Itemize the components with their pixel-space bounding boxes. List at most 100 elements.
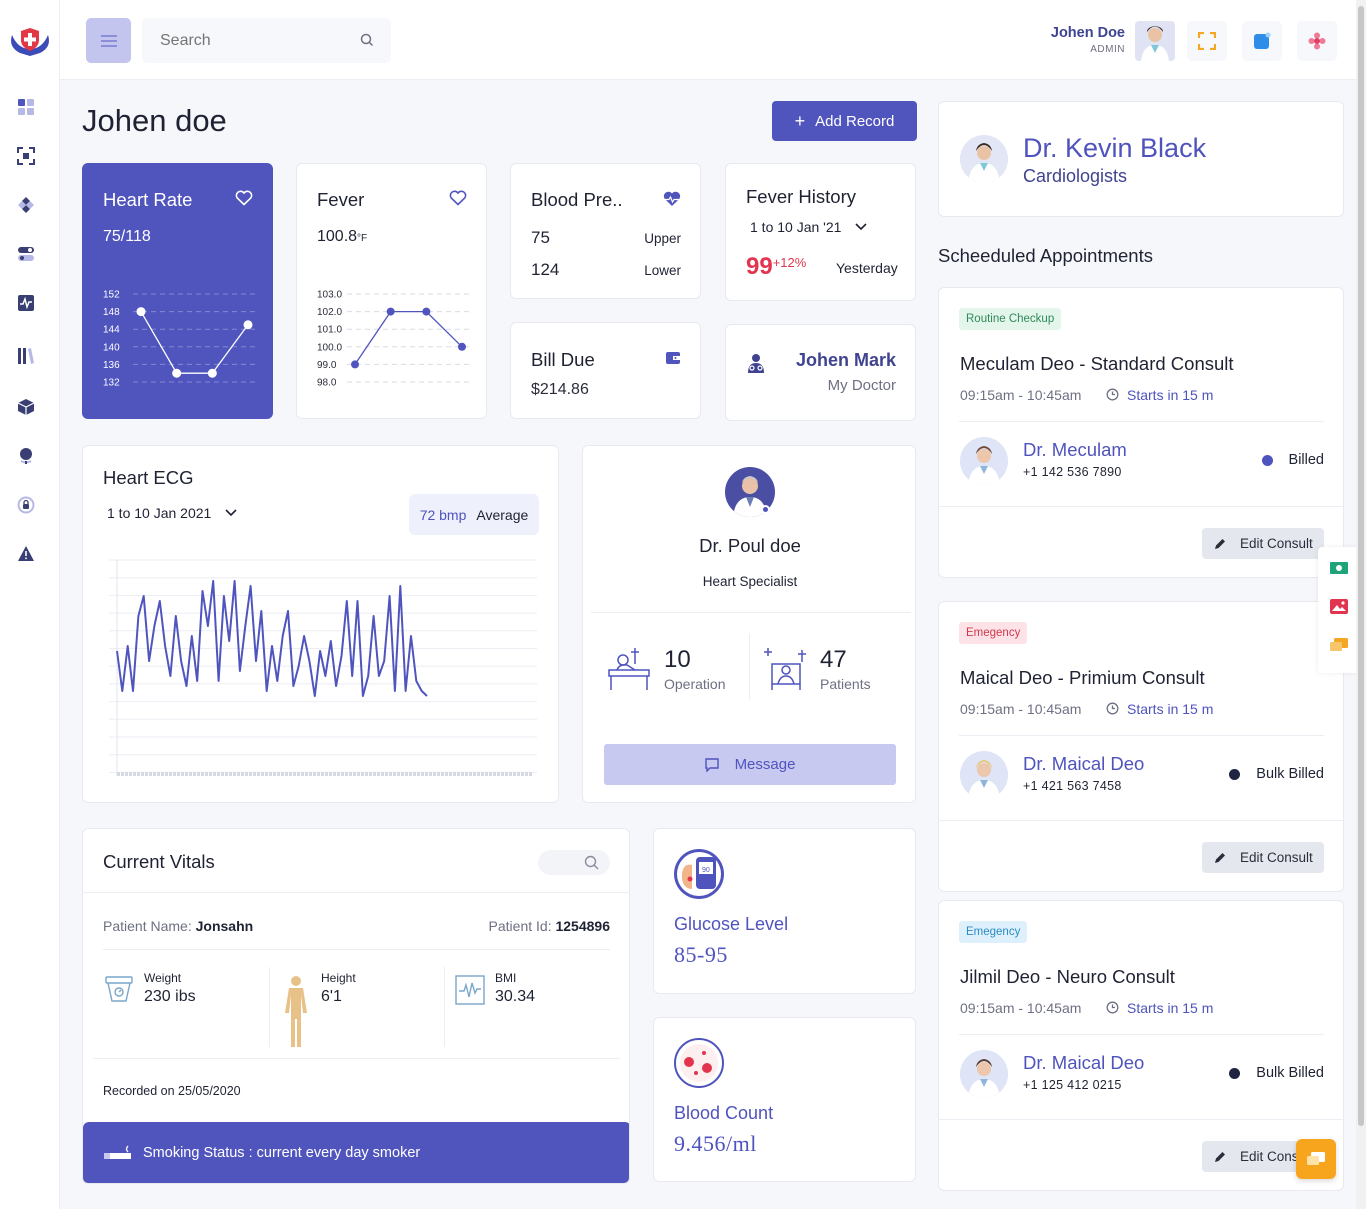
sidebar <box>0 0 60 1209</box>
data-point[interactable] <box>172 368 182 378</box>
blood-pressure-card[interactable]: Blood Pre.. 75 Upper 124 Lower <box>510 163 701 299</box>
hospital-logo-icon[interactable] <box>6 25 54 57</box>
height-label: Height <box>321 971 356 985</box>
search-box[interactable] <box>142 18 391 63</box>
chat-bubbles-icon[interactable] <box>1330 637 1348 653</box>
heart-rate-card[interactable]: Heart Rate 75/118 152 148 144 140 136 132 <box>82 163 273 419</box>
glucose-level-card[interactable]: 90 Glucose Level 85-95 <box>653 828 916 994</box>
edit-consult-label: Edit Consult <box>1240 536 1313 551</box>
blood-count-value: 9.456/ml <box>674 1131 757 1156</box>
edit-consult-button[interactable]: Edit Consult <box>1202 528 1324 559</box>
glucose-title: Glucose Level <box>674 914 789 934</box>
cigarette-icon <box>104 1145 131 1159</box>
page-title: Johen doe <box>82 103 227 138</box>
box-icon[interactable] <box>16 397 36 417</box>
chat-floating-button[interactable] <box>1296 1139 1336 1179</box>
bill-due-title: Bill Due <box>531 349 595 370</box>
data-point[interactable] <box>422 307 431 316</box>
bmi-chart-icon <box>455 975 485 1005</box>
plus-icon: + <box>794 110 806 131</box>
doctor-avatar[interactable] <box>960 1050 1008 1098</box>
apps-diamond-icon[interactable] <box>16 195 36 215</box>
activity-icon[interactable] <box>16 293 36 313</box>
data-point[interactable] <box>351 360 359 369</box>
image-icon[interactable] <box>1330 599 1348 614</box>
library-icon[interactable] <box>16 346 36 366</box>
ecg-range-dropdown[interactable]: 1 to 10 Jan 2021 <box>107 505 237 521</box>
dashboard-icon[interactable] <box>16 97 36 117</box>
pencil-icon <box>1215 1151 1225 1162</box>
patient-name-row: Patient Name: Jonsahn <box>103 918 253 934</box>
blood-count-card[interactable]: Blood Count 9.456/ml <box>653 1017 916 1182</box>
fever-history-card[interactable]: Fever History 1 to 10 Jan '21 99+12% Yes… <box>725 163 916 301</box>
y-tick-label: 140 <box>103 342 120 353</box>
scrollbar-thumb[interactable] <box>1358 6 1364 1126</box>
heart-icon[interactable] <box>449 190 467 206</box>
data-point[interactable] <box>207 368 217 378</box>
scan-icon[interactable] <box>16 146 36 166</box>
user-avatar[interactable] <box>1135 21 1175 61</box>
patient-id-row: Patient Id: 1254896 <box>413 918 610 934</box>
fever-history-range-dropdown[interactable]: 1 to 10 Jan '21 <box>750 219 867 235</box>
user-name: Johen Doe <box>1050 25 1125 41</box>
toggle-icon[interactable] <box>16 244 36 264</box>
bp-lower-label: Lower <box>644 263 681 278</box>
quick-actions-panel <box>1318 547 1358 673</box>
data-point[interactable] <box>136 307 146 317</box>
ecg-chart <box>109 559 537 776</box>
money-icon[interactable] <box>1330 562 1348 574</box>
edit-consult-button[interactable]: Edit Consult <box>1202 842 1324 873</box>
menu-toggle-button[interactable] <box>86 18 131 63</box>
search-icon[interactable] <box>360 33 374 47</box>
weight-value: 230 ibs <box>144 988 196 1005</box>
cardiologist-avatar[interactable] <box>960 135 1008 183</box>
heart-icon[interactable] <box>235 190 253 206</box>
lock-reset-icon[interactable] <box>16 495 36 515</box>
doctor-profile-card: Dr. Poul doe Heart Specialist 10 Operati… <box>582 445 916 803</box>
my-doctor-card[interactable]: Johen Mark My Doctor <box>725 324 916 421</box>
appointment-title: Meculam Deo - Standard Consult <box>960 353 1234 374</box>
fever-card[interactable]: Fever 100.8°F 103.0 102.0 101.0 100.0 99.0 98… <box>296 163 487 419</box>
heart-rate-title: Heart Rate <box>103 189 193 210</box>
doctor-avatar[interactable] <box>960 437 1008 485</box>
vitals-search-box[interactable] <box>538 850 610 875</box>
operations-count: 10 <box>664 646 691 673</box>
doctor-avatar[interactable] <box>960 751 1008 799</box>
data-point[interactable] <box>243 320 253 330</box>
add-record-label: Add Record <box>815 112 895 130</box>
page-scrollbar[interactable] <box>1356 0 1366 1209</box>
bill-due-card[interactable]: Bill Due $214.86 <box>510 322 701 419</box>
search-input[interactable] <box>160 30 350 52</box>
data-point[interactable] <box>458 342 466 351</box>
add-record-button[interactable]: + Add Record <box>772 101 917 141</box>
user-info[interactable]: Johen Doe ADMIN <box>1020 25 1125 55</box>
pencil-icon <box>1215 852 1225 863</box>
globe-icon[interactable] <box>16 446 36 466</box>
chevron-down-icon <box>855 223 867 231</box>
fullscreen-button[interactable] <box>1187 21 1227 61</box>
my-doctor-name: Johen Mark <box>795 350 896 370</box>
divider <box>959 1034 1324 1035</box>
appointment-time: 09:15am - 10:45am <box>960 1000 1082 1016</box>
appointment-doctor-name: Dr. Maical Deo <box>1023 1052 1145 1073</box>
cardiologist-card[interactable]: Dr. Kevin Black Cardiologists <box>938 101 1344 217</box>
doctor-specialty: Heart Specialist <box>702 574 798 589</box>
divider <box>103 949 610 950</box>
user-role: ADMIN <box>1090 44 1125 55</box>
divider <box>591 612 911 613</box>
y-tick-label: 99.0 <box>317 360 337 371</box>
warning-icon[interactable] <box>16 544 36 564</box>
billing-status-label: Billed <box>1288 452 1324 468</box>
fever-value-line: 100.8°F <box>317 228 367 246</box>
message-button[interactable]: Message <box>604 744 896 785</box>
y-tick-label: 144 <box>103 325 120 336</box>
search-icon[interactable] <box>584 855 599 870</box>
heart-pulse-icon <box>663 191 681 206</box>
weight-label: Weight <box>144 971 182 985</box>
appointment-card: Emegency Maical Deo - Primium Consult 09… <box>938 601 1345 892</box>
settings-button[interactable] <box>1297 21 1337 61</box>
appointment-starts: Starts in 15 m <box>1127 701 1214 717</box>
notifications-button[interactable] <box>1242 21 1282 61</box>
chat-icon <box>704 757 719 772</box>
data-point[interactable] <box>386 307 395 316</box>
